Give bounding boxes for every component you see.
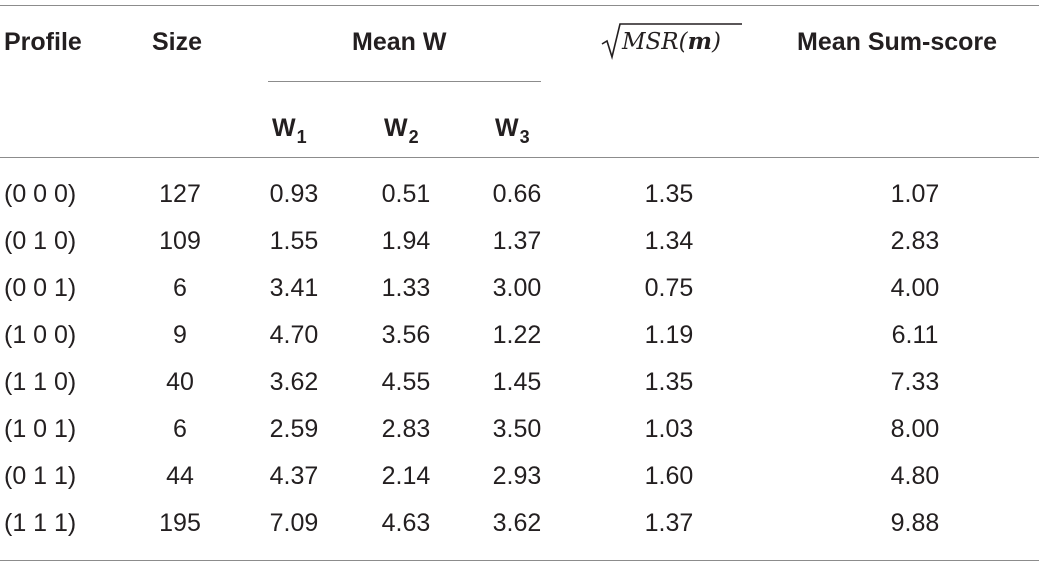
cell-w3: 1.45 [492, 368, 542, 396]
cell-w3: 1.37 [492, 227, 542, 255]
header-w2-subscript: 2 [408, 127, 419, 147]
header-root-msr: MSR(m) [600, 22, 745, 62]
cell-msr: 1.37 [644, 509, 694, 537]
cell-w2: 1.94 [381, 227, 431, 255]
cell-w3: 0.66 [492, 180, 542, 208]
header-w2: W2 [384, 113, 419, 147]
msr-expression: MSR(m) [622, 28, 721, 55]
cell-size: 6 [173, 274, 187, 302]
cell-w2: 1.33 [381, 274, 431, 302]
cell-w1: 4.70 [269, 321, 319, 349]
cell-w1: 3.41 [269, 274, 319, 302]
cell-size: 109 [159, 227, 201, 255]
table-row: (1 1 1) 195 7.09 4.63 3.62 1.37 9.88 [0, 500, 1039, 547]
cell-w3: 1.22 [492, 321, 542, 349]
header-w3-base: W [495, 114, 519, 142]
table-row: (1 1 0) 40 3.62 4.55 1.45 1.35 7.33 [0, 359, 1039, 406]
cell-profile: (0 0 1) [4, 274, 77, 302]
cell-size: 195 [159, 509, 201, 537]
cell-msr: 0.75 [644, 274, 694, 302]
cell-w1: 0.93 [269, 180, 319, 208]
cell-profile: (0 1 0) [4, 227, 77, 255]
header-w2-base: W [384, 114, 408, 142]
cell-mean-sum-score: 2.83 [890, 227, 940, 255]
header-w3: W3 [495, 113, 530, 147]
cell-w3: 2.93 [492, 462, 542, 490]
cell-w3: 3.50 [492, 415, 542, 443]
cell-profile: (1 1 1) [4, 509, 77, 537]
header-w1-base: W [272, 114, 296, 142]
table-row: (0 0 1) 6 3.41 1.33 3.00 0.75 4.00 [0, 265, 1039, 312]
bottom-rule [0, 560, 1039, 561]
header-mean-w: Mean W [352, 28, 447, 56]
msr-argument: m [687, 28, 712, 55]
cell-mean-sum-score: 1.07 [890, 180, 940, 208]
table-row: (1 0 0) 9 4.70 3.56 1.22 1.19 6.11 [0, 312, 1039, 359]
header-profile: Profile [4, 28, 82, 56]
cell-size: 6 [173, 415, 187, 443]
cell-profile: (1 1 0) [4, 368, 77, 396]
top-rule [0, 5, 1039, 6]
mean-w-group-rule [268, 81, 541, 82]
cell-mean-sum-score: 9.88 [890, 509, 940, 537]
table-row: (0 0 0) 127 0.93 0.51 0.66 1.35 1.07 [0, 171, 1039, 218]
cell-w1: 7.09 [269, 509, 319, 537]
header-w3-subscript: 3 [519, 127, 530, 147]
cell-profile: (1 0 1) [4, 415, 77, 443]
cell-size: 127 [159, 180, 201, 208]
header-mean-sum-score: Mean Sum-score [797, 28, 998, 56]
cell-mean-sum-score: 8.00 [890, 415, 940, 443]
cell-w2: 2.14 [381, 462, 431, 490]
cell-profile: (0 1 1) [4, 462, 77, 490]
cell-mean-sum-score: 4.80 [890, 462, 940, 490]
table-row: (0 1 1) 44 4.37 2.14 2.93 1.60 4.80 [0, 453, 1039, 500]
header-w1-subscript: 1 [296, 127, 307, 147]
header-w1: W1 [272, 113, 307, 147]
cell-w2: 3.56 [381, 321, 431, 349]
cell-size: 9 [173, 321, 187, 349]
cell-w3: 3.62 [492, 509, 542, 537]
cell-msr: 1.35 [644, 368, 694, 396]
cell-mean-sum-score: 7.33 [890, 368, 940, 396]
cell-size: 44 [166, 462, 194, 490]
cell-msr: 1.34 [644, 227, 694, 255]
square-root-sign [601, 23, 742, 60]
header-rule [0, 157, 1039, 158]
header-size: Size [152, 28, 203, 56]
cell-w1: 3.62 [269, 368, 319, 396]
cell-msr: 1.60 [644, 462, 694, 490]
cell-mean-sum-score: 4.00 [890, 274, 940, 302]
cell-w2: 4.55 [381, 368, 431, 396]
cell-profile: (0 0 0) [4, 180, 77, 208]
cell-w2: 0.51 [381, 180, 431, 208]
cell-w1: 2.59 [269, 415, 319, 443]
table-row: (1 0 1) 6 2.59 2.83 3.50 1.03 8.00 [0, 406, 1039, 453]
msr-radicand: MSR [622, 29, 679, 55]
cell-w2: 2.83 [381, 415, 431, 443]
cell-mean-sum-score: 6.11 [891, 321, 939, 349]
cell-w3: 3.00 [492, 274, 542, 302]
cell-msr: 1.35 [644, 180, 694, 208]
cell-size: 40 [166, 368, 194, 396]
cell-w2: 4.63 [381, 509, 431, 537]
cell-profile: (1 0 0) [4, 321, 77, 349]
table-row: (0 1 0) 109 1.55 1.94 1.37 1.34 2.83 [0, 218, 1039, 265]
cell-msr: 1.19 [644, 321, 694, 349]
cell-msr: 1.03 [644, 415, 694, 443]
cell-w1: 1.55 [269, 227, 319, 255]
cell-w1: 4.37 [269, 462, 319, 490]
